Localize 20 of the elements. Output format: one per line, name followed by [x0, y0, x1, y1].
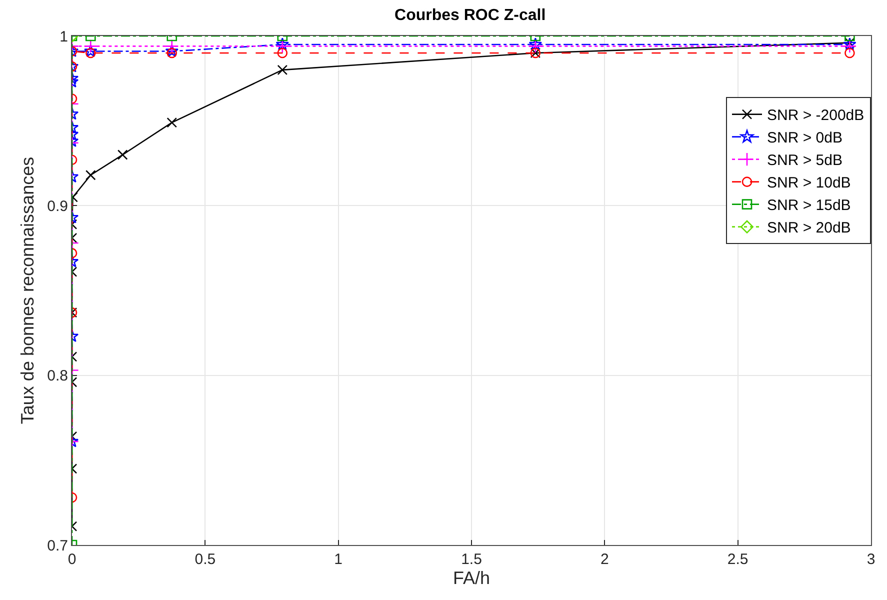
x-tick-label: 0.5 — [194, 551, 216, 568]
legend-label: SNR > 0dB — [767, 130, 842, 147]
legend-label: SNR > 15dB — [767, 197, 851, 214]
x-tick-label: 2.5 — [727, 551, 748, 568]
y-tick-label: 0.8 — [47, 368, 68, 385]
y-tick-label: 1 — [60, 28, 68, 46]
legend-label: SNR > 5dB — [767, 152, 842, 170]
y-tick-label: 0.7 — [47, 537, 68, 554]
x-axis-title: FA/h — [452, 568, 490, 588]
y-axis-title: Taux de bonnes reconnaissances — [17, 156, 38, 424]
x-tick-label: 0 — [68, 551, 76, 568]
x-tick-label: 2 — [600, 551, 609, 568]
x-tick-label: 1.5 — [461, 551, 482, 568]
legend-label: SNR > 10dB — [767, 174, 851, 192]
chart-title: Courbes ROC Z-call — [394, 7, 546, 24]
legend-label: SNR > -200dB — [767, 107, 864, 124]
x-tick-label: 3 — [866, 551, 876, 568]
y-tick-label: 0.9 — [47, 198, 68, 215]
x-tick-label: 1 — [334, 551, 342, 568]
legend-label: SNR > 20dB — [767, 220, 851, 237]
